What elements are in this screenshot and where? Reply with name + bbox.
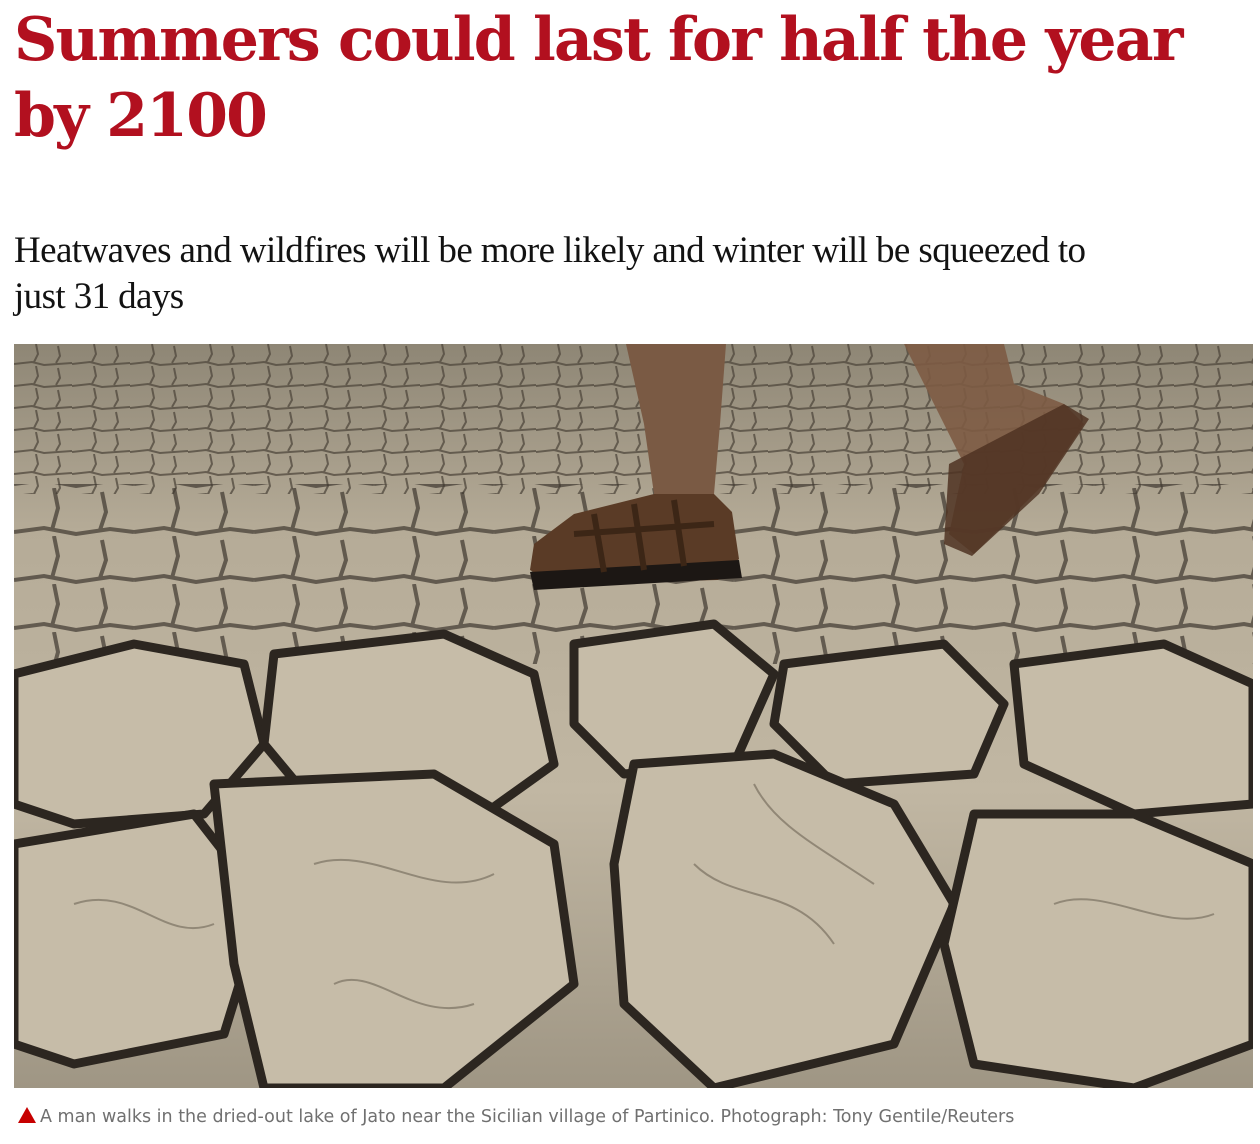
triangle-up-icon [18,1107,36,1123]
photo-caption-text: A man walks in the dried-out lake of Jat… [40,1107,1015,1127]
article-main-photo [14,344,1253,1088]
article-standfirst: Heatwaves and wildfires will be more lik… [14,230,1086,317]
article-headline: Summers could last for half the year by … [14,5,1184,151]
photo-caption: A man walks in the dried-out lake of Jat… [18,1104,1258,1130]
